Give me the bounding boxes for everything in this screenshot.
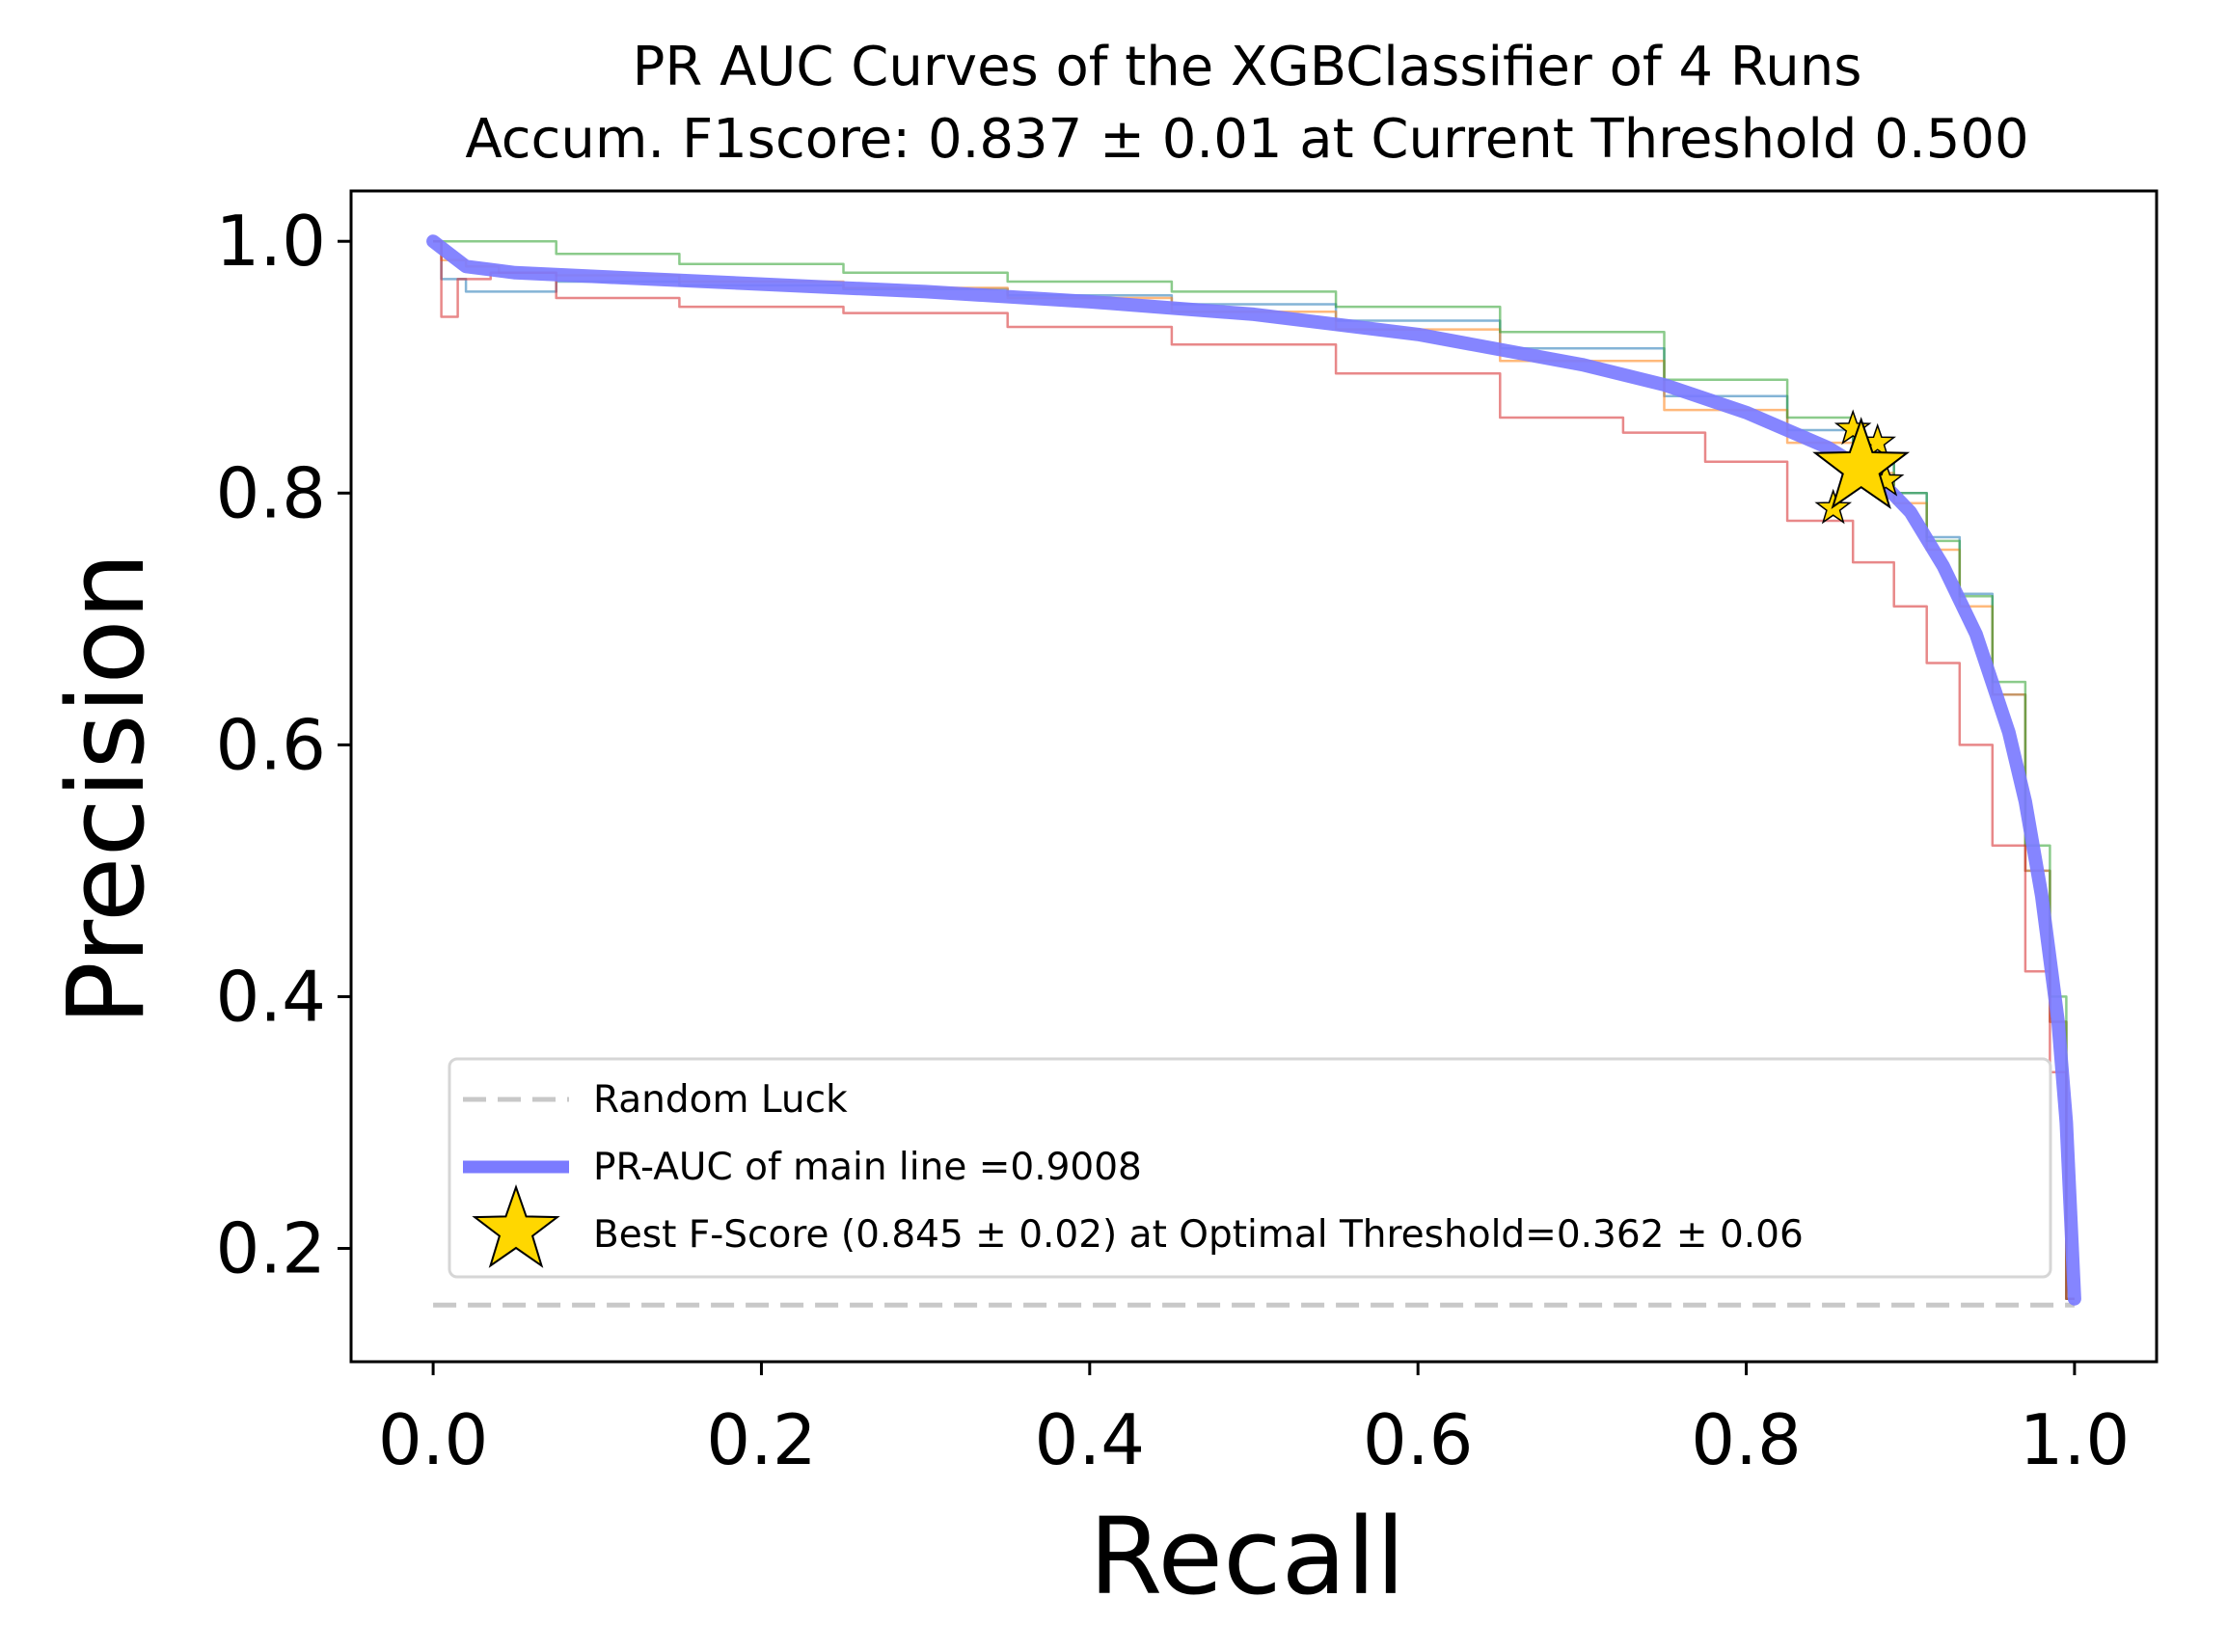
main-line (426, 234, 2081, 1306)
y-tick-label: 0.6 (215, 704, 326, 785)
x-tick-label: 0.0 (378, 1399, 489, 1480)
legend-main-line-label: PR-AUC of main line =0.9008 (593, 1146, 1142, 1189)
main-best-fscore-star (1812, 417, 1911, 510)
x-tick-label: 0.2 (706, 1399, 817, 1480)
run-curve-4 (433, 239, 2075, 1300)
legend-best-fscore-label: Best F-Score (0.845 ± 0.02) at Optimal T… (593, 1213, 1804, 1257)
y-tick-label: 0.2 (215, 1208, 326, 1289)
x-axis-label: Recall (1089, 1495, 1405, 1618)
x-tick-label: 1.0 (2020, 1399, 2131, 1480)
chart-title-line-1: PR AUC Curves of the XGBClassifier of 4 … (633, 36, 1862, 98)
run-best-fscore-star-1 (1833, 409, 1872, 446)
x-tick-label: 0.4 (1035, 1399, 1146, 1480)
legend: Random Luck PR-AUC of main line =0.9008 … (448, 1057, 2052, 1279)
best-fscore-markers-layer (1812, 409, 1911, 525)
x-axis-ticks: 0.0 0.2 0.4 0.6 0.8 1.0 (378, 1362, 2130, 1480)
y-axis-label: Precision (44, 553, 168, 1026)
legend-random-luck-label: Random Luck (593, 1078, 848, 1122)
y-axis-ticks: 0.2 0.4 0.6 0.8 1.0 (215, 201, 351, 1289)
y-tick-label: 0.4 (215, 956, 326, 1037)
main-line-layer (426, 234, 2081, 1306)
y-tick-label: 1.0 (215, 201, 326, 282)
plot-frame (349, 189, 2159, 1364)
legend-box (448, 1057, 2052, 1279)
run-curve-3 (433, 239, 2075, 1300)
legend-star-shape (472, 1183, 560, 1268)
chart-title-line-2: Accum. F1score: 0.837 ± 0.01 at Current … (465, 108, 2028, 171)
y-tick-label: 0.8 (215, 452, 326, 533)
x-tick-label: 0.8 (1691, 1399, 1802, 1480)
legend-star-icon (472, 1183, 560, 1268)
x-tick-label: 0.6 (1363, 1399, 1474, 1480)
